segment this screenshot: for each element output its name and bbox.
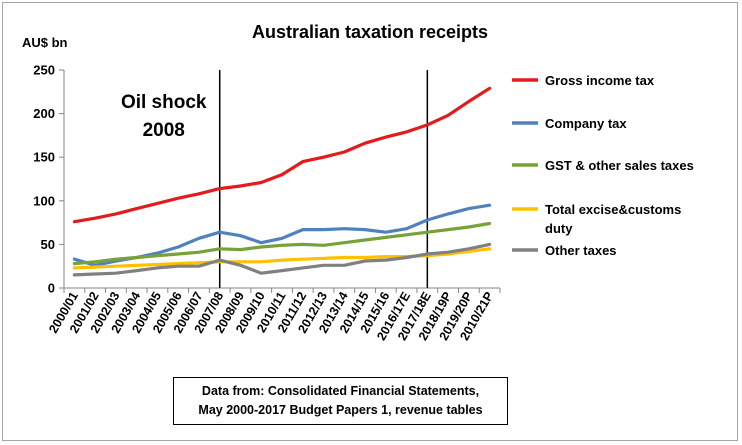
chart-title: Australian taxation receipts: [252, 22, 488, 42]
legend-label: Total excise&customs: [545, 202, 681, 217]
y-tick-label: 50: [41, 237, 55, 252]
series-line: [72, 221, 492, 266]
chart-frame: [2, 2, 738, 441]
y-tick-label: 0: [48, 281, 55, 296]
x-axis: 2000/012001/022002/032003/042004/052005/…: [46, 287, 501, 343]
y-tick-label: 200: [33, 106, 55, 121]
series-line: [72, 242, 492, 277]
series-lines: [72, 86, 492, 277]
reference-lines: [218, 70, 429, 288]
legend: Gross income tax Company tax GST & other s…: [512, 73, 694, 258]
legend-label: duty: [545, 221, 573, 236]
y-tick-label: 100: [33, 193, 55, 208]
y-unit-label: AU$ bn: [22, 35, 68, 50]
source-note: Data from: Consolidated Financial Statem…: [173, 377, 508, 425]
legend-label: Other taxes: [545, 243, 617, 258]
legend-label: GST & other sales taxes: [545, 158, 694, 173]
source-line-1: Data from: Consolidated Financial Statem…: [201, 384, 480, 398]
series-line: [72, 86, 492, 224]
annotation-line: 2008: [143, 120, 185, 141]
legend-label: Gross income tax: [545, 73, 655, 88]
y-axis: 0 50 100 150 200 250: [33, 63, 65, 296]
annotation-line: Oil shock: [121, 92, 207, 113]
y-tick-label: 150: [33, 150, 55, 165]
source-line-2: May 2000-2017 Budget Papers 1, revenue t…: [198, 403, 483, 417]
legend-label: Company tax: [545, 116, 627, 131]
y-tick-label: 250: [33, 63, 55, 78]
oil-shock-annotation: Oil shock 2008: [121, 92, 207, 141]
